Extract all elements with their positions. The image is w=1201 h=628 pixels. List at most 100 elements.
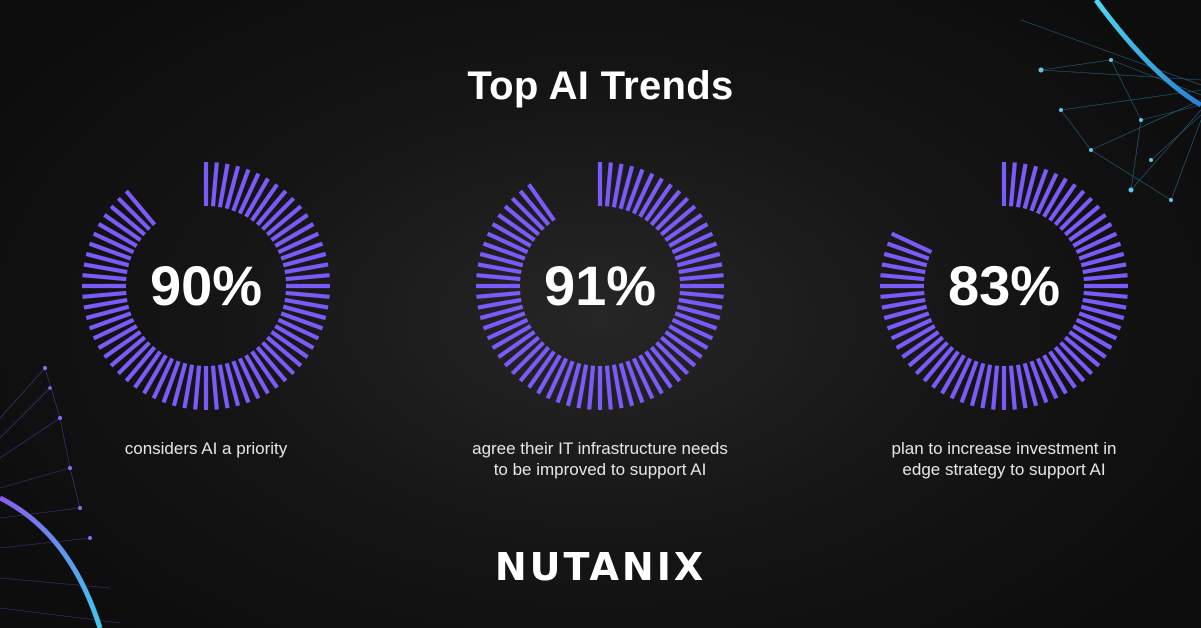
progress-tick (565, 362, 582, 407)
progress-tick (151, 357, 175, 400)
progress-tick (237, 357, 261, 400)
progress-tick (679, 290, 724, 299)
progress-tick (477, 262, 522, 275)
stat-caption: agree their IT infrastructure needs to b… (472, 439, 728, 479)
progress-tick (659, 204, 697, 237)
stat-caption: plan to increase investment in edge stra… (891, 439, 1117, 479)
stat-card-2: 91% agree their IT infrastructure needs … (450, 158, 750, 480)
progress-tick (285, 273, 330, 282)
progress-tick (1082, 262, 1127, 275)
progress-tick (638, 354, 664, 395)
progress-tick (280, 311, 324, 331)
progress-tick (631, 172, 655, 215)
progress-tick (883, 251, 928, 268)
progress-tick (671, 317, 714, 341)
progress-tick (1029, 168, 1049, 212)
progress-tick (674, 241, 718, 261)
progress-tick (1008, 162, 1017, 207)
progress-tick (1080, 251, 1125, 268)
progress-tick (109, 204, 147, 237)
progress-tick (133, 350, 162, 389)
progress-tick (479, 304, 524, 321)
progress-tick (1068, 213, 1107, 242)
progress-tick (907, 335, 945, 368)
progress-tick (518, 345, 551, 383)
progress-tick (631, 357, 655, 400)
progress-tick (678, 262, 723, 275)
stat-card-3: 83% plan to increase investment in edge … (854, 158, 1154, 480)
progress-tick (284, 262, 329, 275)
progress-tick (497, 330, 536, 359)
progress-tick (231, 168, 251, 212)
progress-tick (1053, 345, 1086, 383)
progress-tick (883, 304, 928, 321)
progress-tick (277, 231, 320, 255)
progress-tick (92, 231, 135, 255)
progress-tick (1075, 231, 1118, 255)
progress-tick (671, 231, 714, 255)
progress-tick (244, 177, 270, 218)
nutanix-logo: NUTANIX (494, 545, 707, 589)
progress-tick (931, 350, 960, 389)
progress-tick (103, 213, 142, 242)
progress-tick (280, 241, 324, 261)
progress-tick (618, 165, 635, 210)
progress-tick (922, 345, 955, 383)
progress-tick (880, 290, 925, 299)
progress-tick (625, 360, 645, 404)
progress-tick (1078, 311, 1122, 331)
progress-tick (270, 213, 309, 242)
progress-tick (82, 290, 127, 299)
progress-tick (274, 222, 315, 248)
progress-tick (193, 365, 202, 410)
progress-tick (881, 297, 926, 310)
progress-tick (85, 304, 130, 321)
progress-tick (611, 364, 624, 409)
progress-tick (83, 297, 128, 310)
progress-tick (1083, 290, 1128, 299)
radial-progress-ring (476, 162, 724, 410)
progress-tick (1059, 196, 1094, 231)
progress-tick (518, 189, 551, 227)
stat-caption: considers AI a priority (124, 439, 288, 458)
progress-tick (491, 222, 532, 248)
progress-tick (959, 360, 979, 404)
progress-tick (895, 324, 936, 350)
progress-tick (250, 183, 279, 222)
progress-tick (1075, 317, 1118, 341)
percent-label: 90% (149, 254, 263, 317)
progress-tick (270, 330, 309, 359)
progress-tick (1029, 360, 1049, 404)
progress-tick (545, 357, 569, 400)
radial-progress-chart: 90% (78, 158, 334, 414)
progress-tick (527, 183, 556, 222)
progress-tick (1042, 354, 1068, 395)
progress-tick (217, 364, 230, 409)
progress-tick (625, 168, 645, 212)
progress-tick (210, 162, 219, 207)
progress-tick (527, 350, 556, 389)
progress-tick (510, 341, 545, 376)
progress-tick (277, 317, 320, 341)
progress-tick (1078, 241, 1122, 261)
progress-tick (676, 304, 721, 321)
progress-tick (261, 196, 296, 231)
progress-tick (949, 357, 973, 400)
progress-tick (284, 297, 329, 310)
progress-tick (82, 273, 127, 282)
progress-tick (890, 231, 933, 255)
progress-tick (97, 324, 138, 350)
radial-progress-chart: 91% (472, 158, 728, 414)
progress-tick (1022, 165, 1039, 210)
progress-tick (482, 311, 526, 331)
progress-tick (124, 345, 157, 383)
progress-tick (649, 345, 682, 383)
page-title: Top AI Trends (467, 64, 734, 108)
progress-tick (587, 365, 596, 410)
progress-tick (255, 189, 288, 227)
progress-tick (486, 231, 529, 255)
progress-tick (109, 335, 147, 368)
progress-tick (116, 341, 151, 376)
progress-tick (1068, 330, 1107, 359)
progress-tick (1059, 341, 1094, 376)
